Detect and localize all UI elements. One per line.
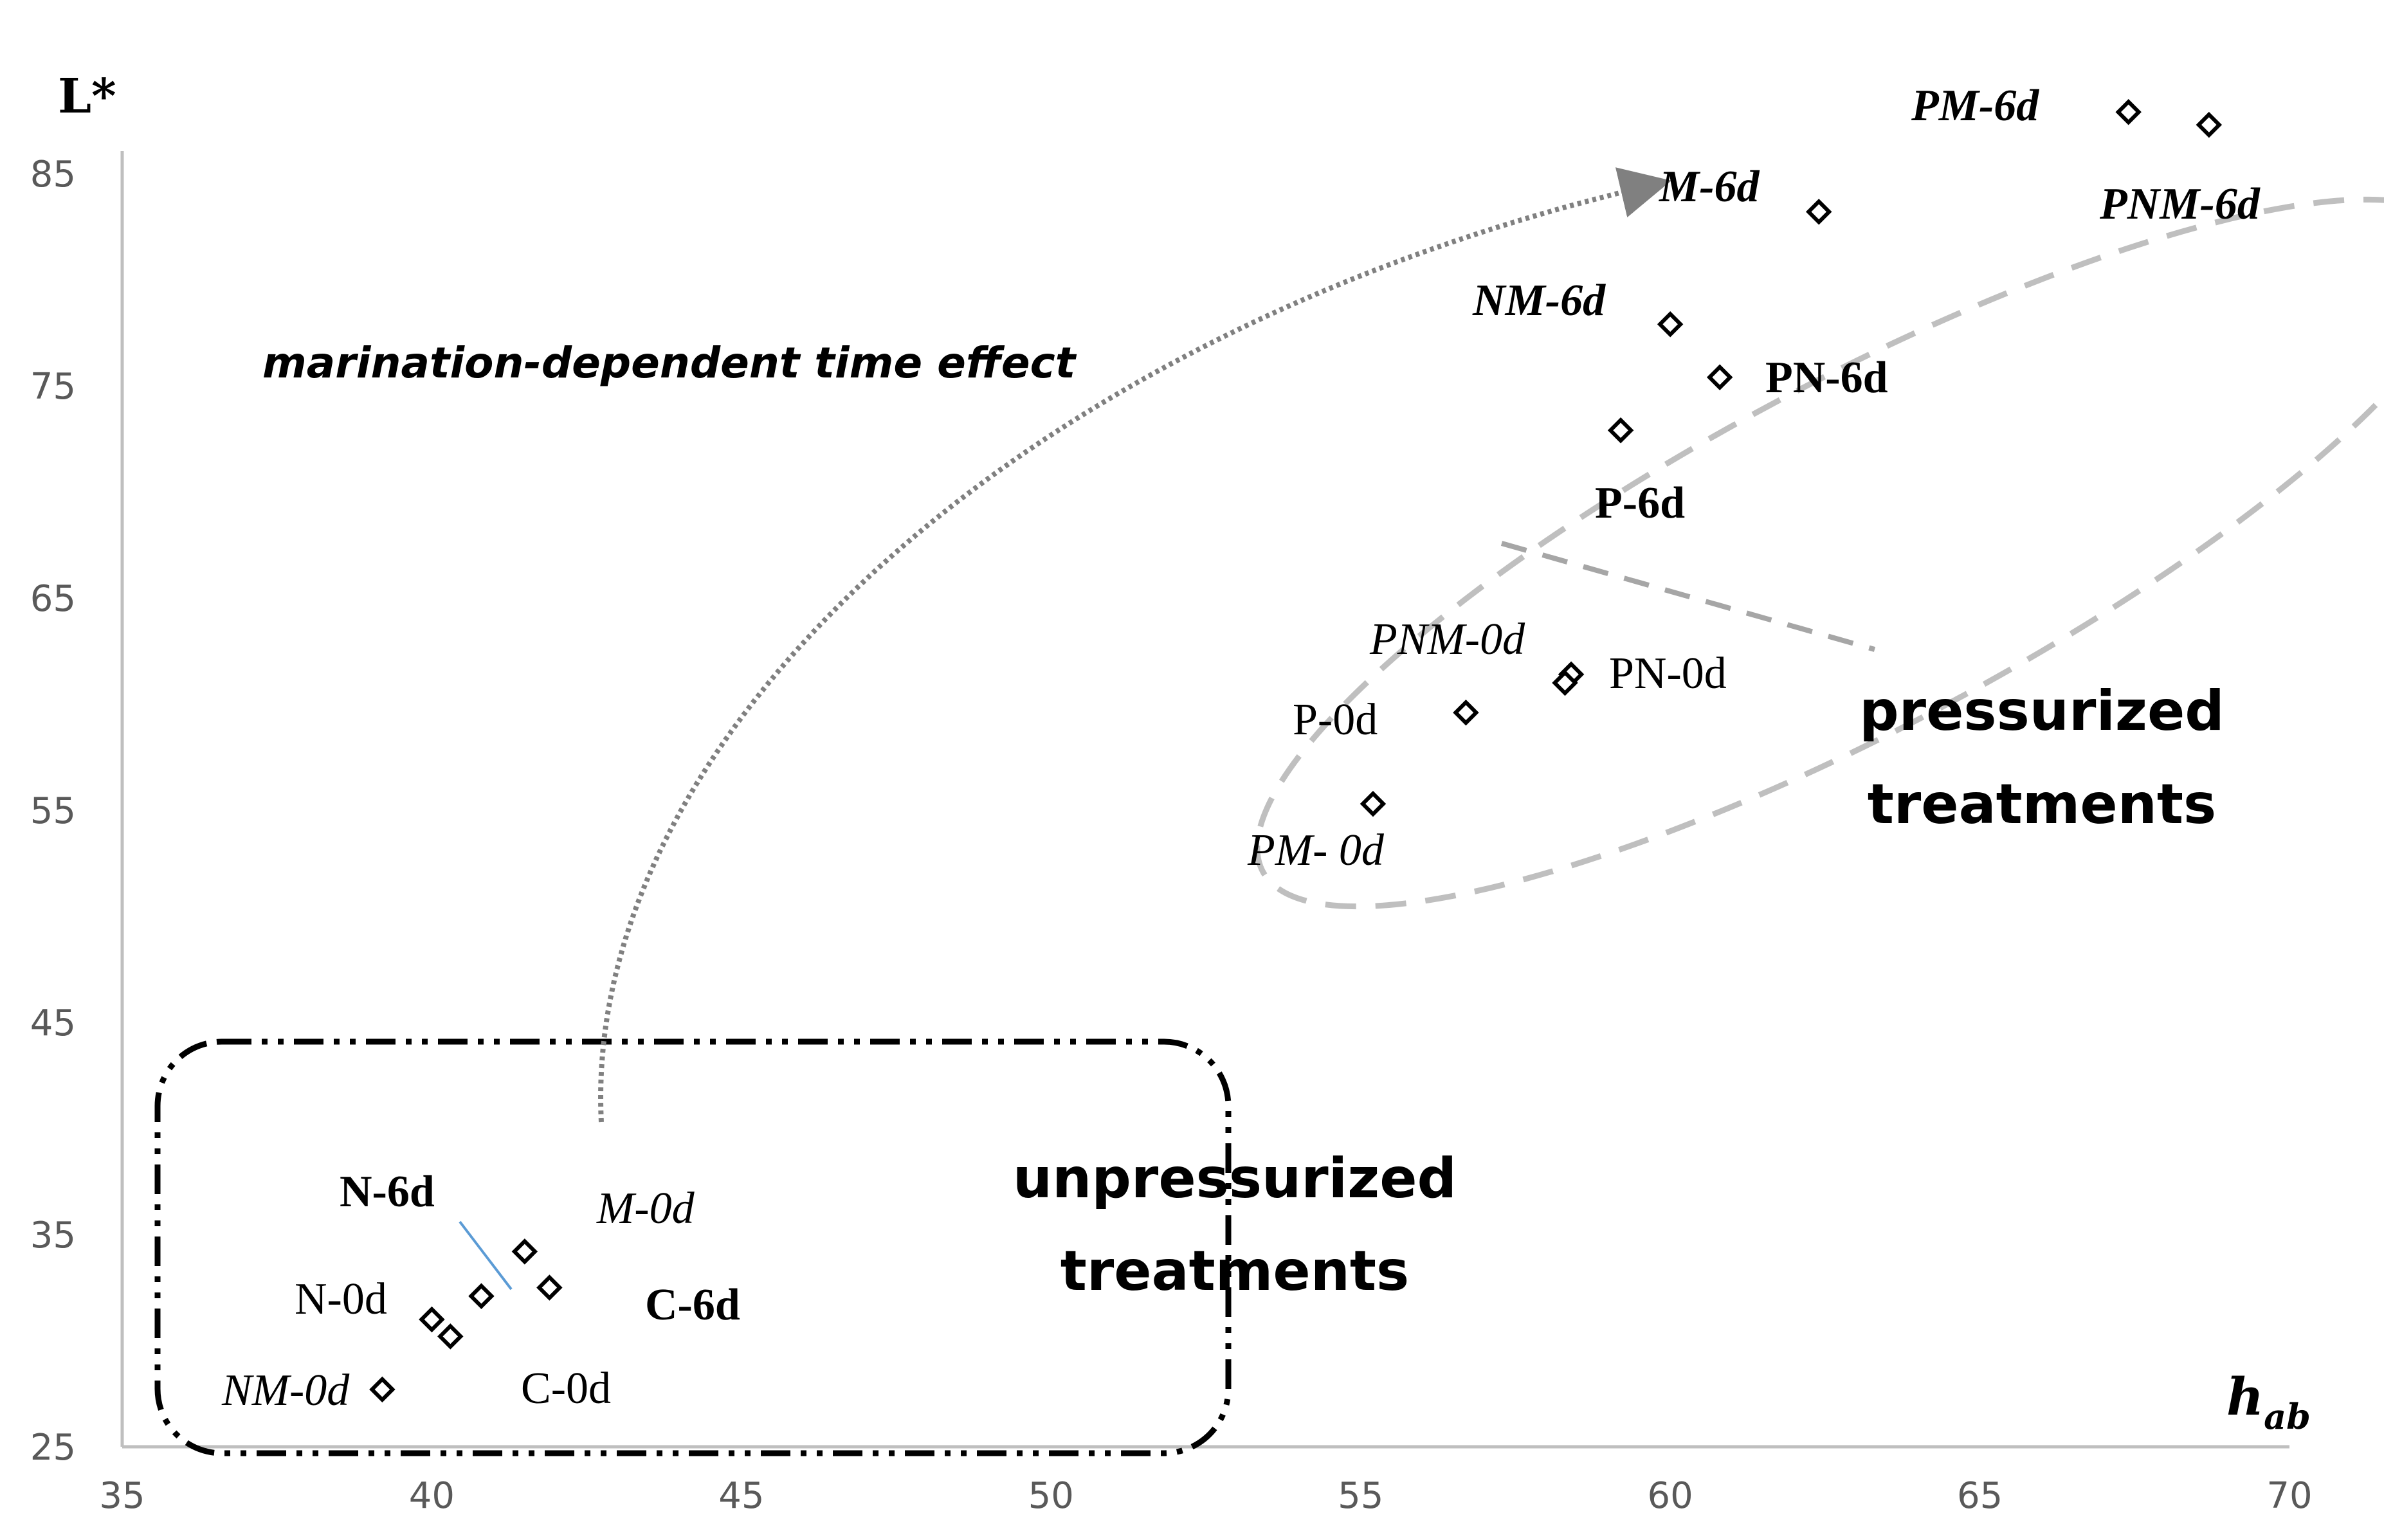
time-effect-label: marination-dependent time effect [262, 338, 1077, 388]
label-pnm-0d: PNM-0d [1369, 615, 1525, 664]
label-pn-6d: PN-6d [1765, 353, 1888, 403]
point-c-6d [536, 1274, 563, 1301]
y-tick-label-55: 55 [30, 790, 76, 832]
x-tick-label-55: 55 [1338, 1475, 1383, 1517]
label-p-0d: P-0d [1293, 695, 1378, 745]
label-pm-6d: PM-6d [1911, 81, 2039, 131]
pressurized-label-line2: treatments [1868, 772, 2216, 837]
label-c-0d: C-0d [521, 1364, 611, 1413]
y-tick-label-65: 65 [30, 578, 76, 620]
x-axis-title: hab [2226, 1366, 2311, 1437]
n-6d-leader-line [459, 1220, 513, 1291]
point-nm-6d [1657, 311, 1684, 338]
point-m-0d [511, 1238, 538, 1265]
unpressurized-label-line1: unpressurized [1013, 1146, 1457, 1211]
point-p-0d [1453, 699, 1479, 726]
point-pm-6d [2115, 99, 2142, 125]
label-n-6d: N-6d [340, 1167, 435, 1217]
label-pn-0d: PN-0d [1609, 649, 1727, 698]
unpressurized-label-line2: treatments [1060, 1239, 1409, 1303]
x-tick-label-40: 40 [409, 1475, 455, 1517]
label-pnm-6d: PNM-6d [2099, 179, 2261, 229]
label-m-0d: M-0d [596, 1184, 695, 1233]
unpressurized-region-box [154, 1038, 1232, 1456]
label-p-6d: P-6d [1595, 478, 1685, 528]
point-n-0d [419, 1306, 445, 1333]
label-n-0d: N-0d [295, 1274, 387, 1324]
data-points [369, 99, 2223, 1403]
time-effect-arrow [598, 167, 1671, 1123]
pressurized-label-line1: pressurized [1859, 679, 2225, 743]
y-tick-labels: 25 35 45 55 65 75 85 [30, 154, 76, 1469]
point-pnm-0d [1552, 669, 1578, 696]
point-pm-0d [1360, 790, 1387, 817]
x-tick-label-45: 45 [718, 1475, 764, 1517]
pressurized-region-ellipse [1254, 196, 2384, 910]
x-tick-labels: 35 40 45 50 55 60 65 70 [99, 1475, 2312, 1517]
label-nm-6d: NM-6d [1472, 276, 1606, 325]
x-tick-label-70: 70 [2266, 1475, 2312, 1517]
x-tick-label-50: 50 [1028, 1475, 1074, 1517]
point-n-6d [468, 1283, 495, 1309]
pressurized-pointer [1500, 541, 1876, 652]
y-tick-label-35: 35 [30, 1215, 76, 1256]
x-axis-title-sub: ab [2264, 1396, 2311, 1437]
y-tick-label-45: 45 [30, 1002, 76, 1044]
point-m-6d [1805, 199, 1832, 225]
label-m-6d: M-6d [1659, 162, 1760, 212]
x-axis-title-main: h [2226, 1366, 2264, 1427]
x-tick-label-35: 35 [99, 1475, 145, 1517]
x-tick-label-65: 65 [1957, 1475, 2003, 1517]
point-p-6d [1607, 417, 1634, 444]
y-axis-title: L* [58, 69, 116, 124]
y-tick-label-85: 85 [30, 154, 76, 195]
point-pn-6d [1706, 364, 1733, 391]
label-c-6d: C-6d [645, 1280, 740, 1330]
label-pm-0d: PM- 0d [1247, 826, 1385, 875]
label-nm-0d: NM-0d [221, 1366, 350, 1415]
point-c-0d [437, 1323, 464, 1350]
y-tick-label-25: 25 [30, 1427, 76, 1469]
x-tick-label-60: 60 [1648, 1475, 1693, 1517]
point-pnm-6d [2196, 111, 2223, 138]
y-tick-label-75: 75 [30, 366, 76, 408]
point-nm-0d [369, 1376, 396, 1403]
